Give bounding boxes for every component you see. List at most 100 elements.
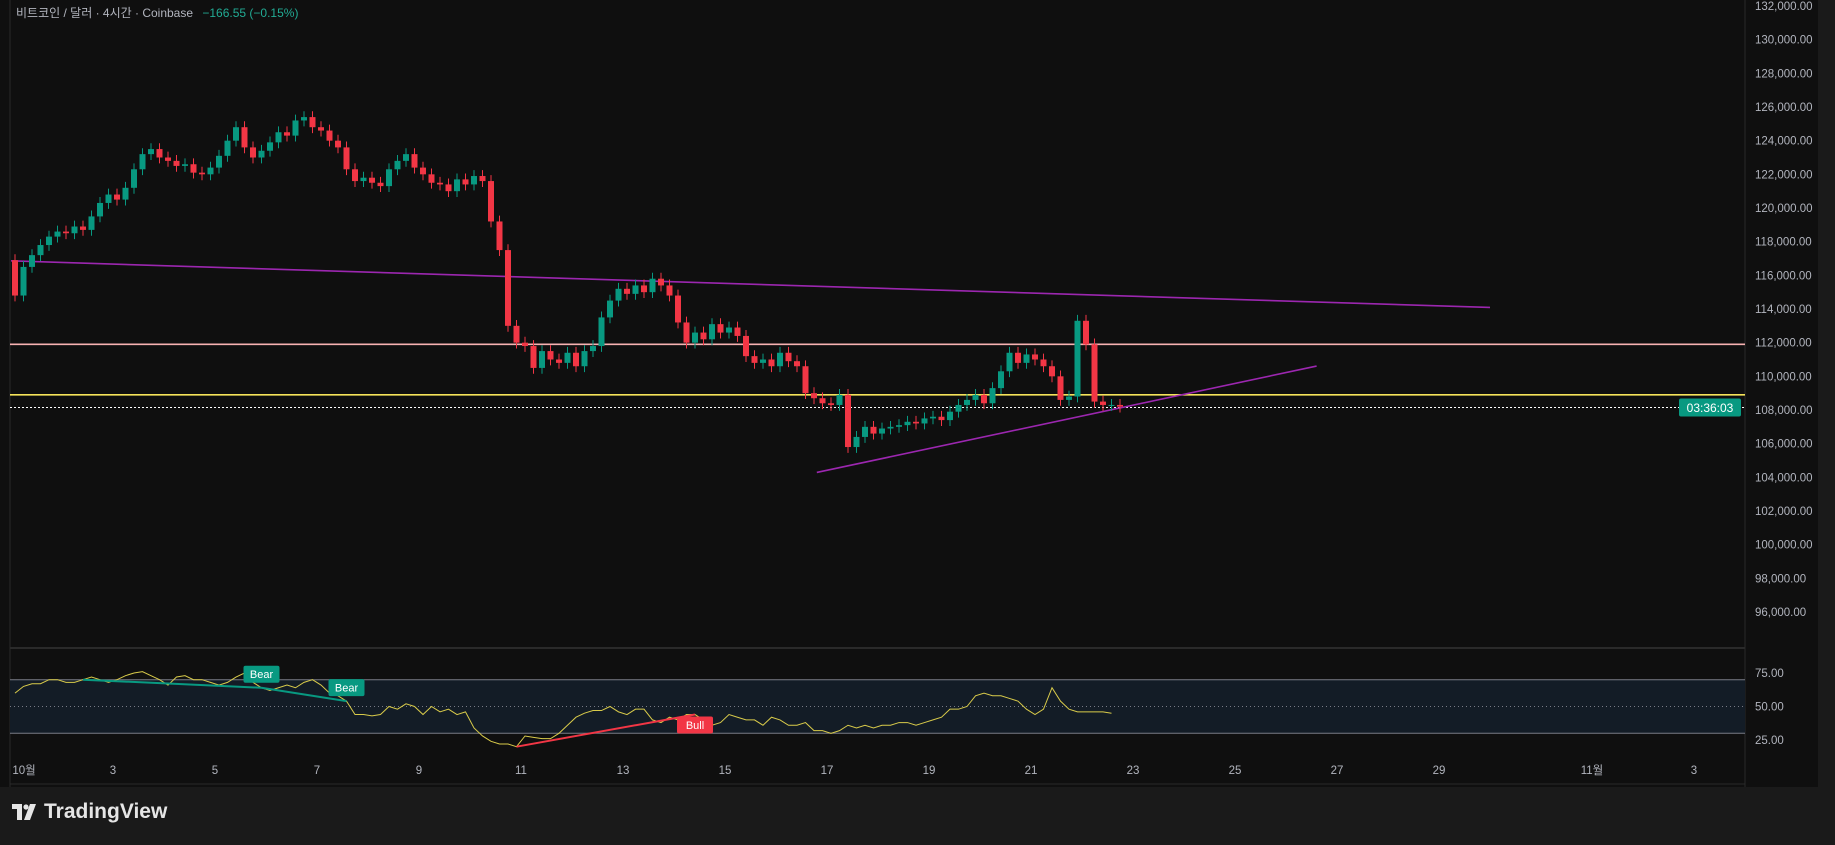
candle (335, 134, 341, 154)
candle-body (658, 278, 664, 286)
candle (887, 420, 894, 435)
candle (717, 318, 724, 339)
candle-body (292, 120, 299, 136)
candle (811, 387, 817, 405)
candle (156, 143, 163, 164)
candle (267, 136, 273, 157)
candle (1057, 370, 1064, 406)
price-chart[interactable]: 132,000.00 130,000.00 128,000.00 126,000.00… (0, 0, 1835, 787)
candle (1023, 348, 1030, 369)
candle-body (309, 117, 316, 128)
candle-body (462, 179, 469, 185)
candle-body (411, 154, 418, 168)
time-tick-label: 13 (617, 765, 630, 777)
candle-body (428, 174, 435, 183)
candle-body (386, 169, 392, 187)
candle-body (981, 394, 987, 404)
price-change: −166.55 (−0.15%) (202, 6, 299, 20)
candle-body (726, 327, 732, 333)
candle-body (216, 155, 222, 168)
candle-body (326, 130, 333, 141)
price-tick-label: 112,000.00 (1755, 338, 1812, 350)
candle-body (547, 351, 554, 360)
candle (165, 151, 171, 167)
candle (692, 326, 698, 349)
candle (649, 272, 656, 299)
candle (836, 388, 843, 411)
candle-body (437, 182, 443, 185)
candle (207, 161, 214, 181)
candle (224, 134, 231, 162)
candle-body (879, 428, 885, 434)
candle (989, 382, 996, 410)
candle (556, 353, 562, 369)
trendline (816, 365, 1317, 474)
candle-body (1006, 352, 1013, 372)
candle-body (862, 426, 868, 437)
candle (955, 399, 962, 418)
candle (326, 124, 333, 147)
candle (394, 154, 401, 176)
candle (564, 346, 571, 369)
candle-body (394, 160, 401, 170)
candle-body (445, 184, 452, 192)
candle (573, 346, 579, 373)
candle (598, 311, 605, 352)
candle-body (369, 177, 375, 183)
candle-body (734, 327, 741, 336)
candle (122, 181, 129, 206)
candle (879, 422, 885, 440)
time-tick-label: 11 (515, 765, 527, 777)
candle (862, 420, 868, 443)
candle (284, 126, 290, 142)
price-tick-label: 96,000.00 (1755, 607, 1806, 619)
candle-body (454, 179, 460, 192)
candle-body (139, 154, 146, 170)
candle (292, 114, 299, 142)
candle-body (505, 250, 511, 326)
candle-body (836, 394, 843, 405)
candle-body (1032, 354, 1038, 360)
candle (369, 171, 375, 189)
candle-body (165, 157, 171, 161)
candle-body (913, 421, 919, 424)
candle-body (1049, 366, 1055, 377)
candle (666, 279, 673, 302)
candle (105, 188, 112, 209)
candle (173, 154, 180, 172)
candle (420, 161, 426, 181)
candle (1117, 399, 1123, 413)
candle-body (904, 421, 911, 426)
candle (590, 340, 596, 357)
candle-body (37, 245, 44, 256)
candle-body (896, 425, 902, 427)
candle-body (811, 393, 817, 399)
candle-body (870, 426, 877, 434)
candle-body (683, 322, 690, 343)
divergence-badge (328, 679, 365, 697)
candle (377, 176, 384, 193)
candle (734, 321, 741, 342)
candle-body (964, 399, 970, 405)
candle (343, 141, 350, 176)
candle (1040, 353, 1047, 373)
candle-body (794, 361, 800, 367)
candle (726, 321, 732, 339)
candle-body (947, 411, 953, 421)
candle (547, 345, 554, 366)
candle (505, 244, 511, 332)
candle (88, 210, 95, 236)
divergence-label: Bull (686, 720, 704, 732)
price-tick-label: 120,000.00 (1755, 203, 1813, 215)
candle (632, 279, 639, 300)
candle (80, 220, 86, 236)
candle (275, 126, 282, 149)
tradingview-logo[interactable]: TradingView (12, 800, 167, 824)
divergence-line (261, 686, 347, 703)
candle-body (751, 356, 758, 363)
symbol-header: 비트코인 / 달러 · 4시간 · Coinbase −166.55 (−0.1… (16, 4, 298, 21)
candle-body (556, 359, 562, 363)
candle (46, 230, 52, 251)
candle (301, 111, 307, 127)
candle (309, 111, 316, 134)
